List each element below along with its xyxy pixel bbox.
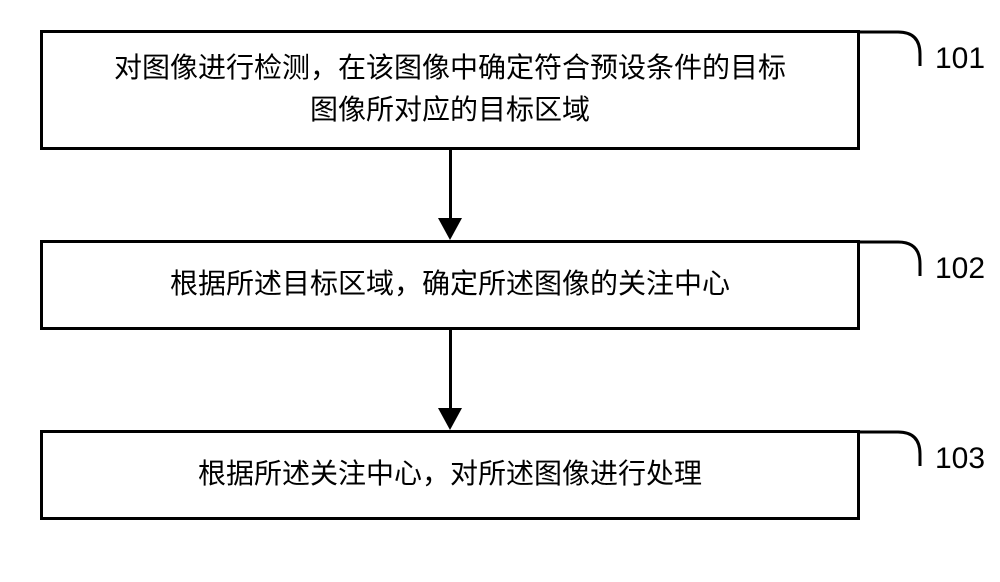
step-label-102: 102	[935, 252, 985, 286]
label-connector-101	[858, 28, 938, 68]
step-label-103: 103	[935, 442, 985, 476]
step-label-101: 101	[935, 42, 985, 76]
arrow-1-2-head	[438, 218, 462, 240]
flow-step-2: 根据所述目标区域，确定所述图像的关注中心	[40, 240, 860, 330]
flow-step-1-text: 对图像进行检测，在该图像中确定符合预设条件的目标 图像所对应的目标区域	[114, 48, 786, 132]
label-connector-102	[858, 238, 938, 278]
label-connector-103	[858, 428, 938, 468]
arrow-1-2-shaft	[449, 150, 452, 220]
flow-step-2-text: 根据所述目标区域，确定所述图像的关注中心	[170, 264, 730, 306]
arrow-2-3-head	[438, 408, 462, 430]
arrow-2-3-shaft	[449, 330, 452, 410]
flow-step-1: 对图像进行检测，在该图像中确定符合预设条件的目标 图像所对应的目标区域	[40, 30, 860, 150]
flow-step-3: 根据所述关注中心，对所述图像进行处理	[40, 430, 860, 520]
flow-step-3-text: 根据所述关注中心，对所述图像进行处理	[198, 454, 702, 496]
